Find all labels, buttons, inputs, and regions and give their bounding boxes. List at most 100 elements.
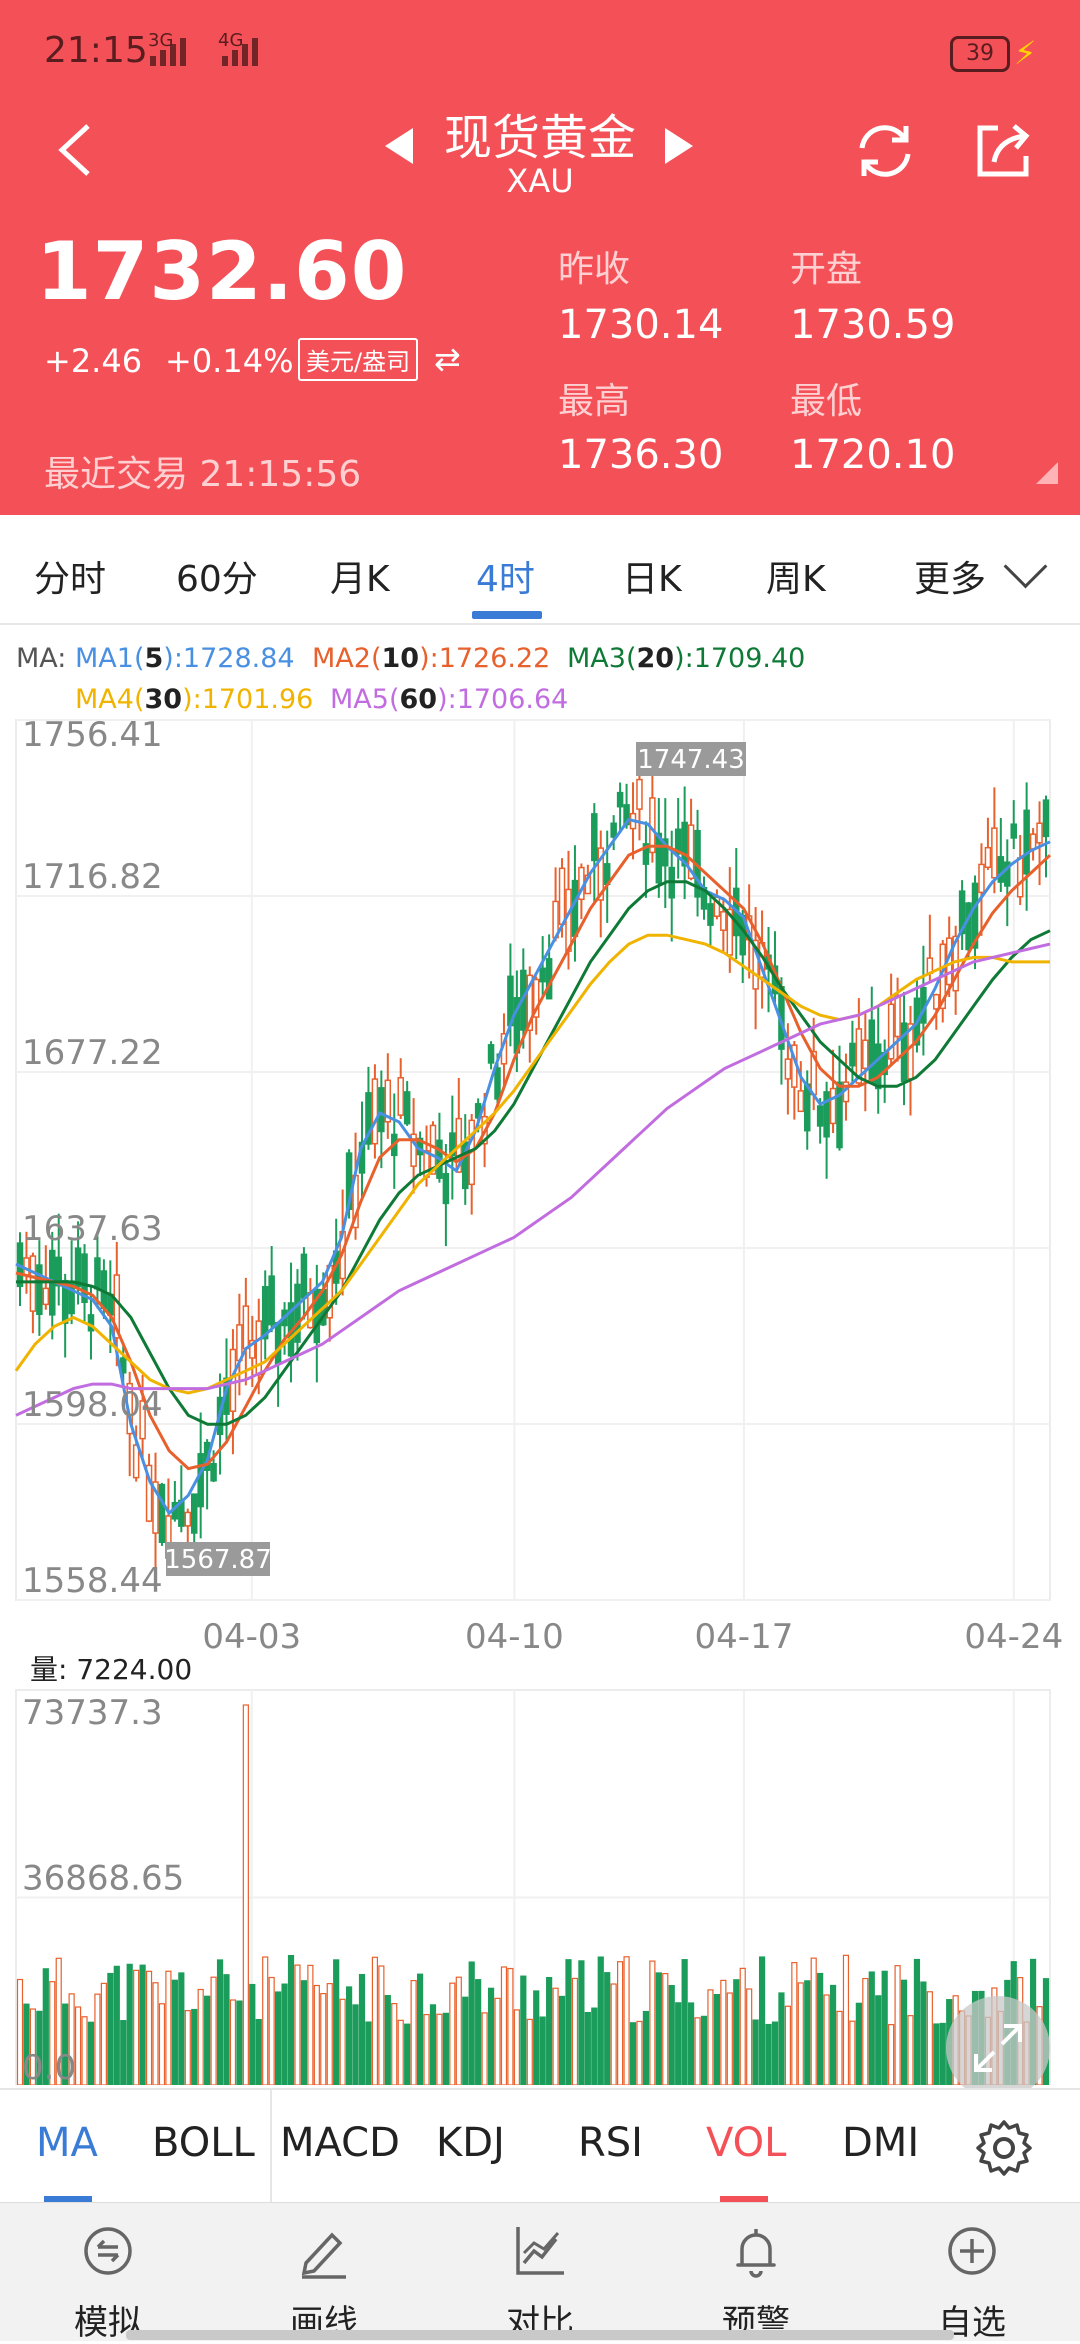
volume-bar <box>287 1954 295 2085</box>
volume-bar <box>675 2002 682 2085</box>
candle-body <box>158 1483 166 1543</box>
volume-bar <box>649 1960 656 2085</box>
volume-bar <box>842 1954 850 2085</box>
candle-body <box>597 847 605 901</box>
candle-body <box>836 1081 843 1149</box>
candle-body <box>36 1264 43 1316</box>
chevron-down-icon[interactable] <box>1003 544 1048 589</box>
volume-bar <box>694 2017 701 2085</box>
candle-body <box>874 1043 882 1090</box>
indicator-ma-underline <box>44 2196 92 2203</box>
nav-alert[interactable]: 预警 <box>648 2203 864 2343</box>
candle-body <box>1010 823 1017 839</box>
volume-chart[interactable]: 73737.3 36868.65 0.0 <box>0 1660 1080 2085</box>
candle-body <box>29 1255 37 1312</box>
y-tick-label: 1558.44 <box>22 1561 163 1601</box>
candle-body <box>752 939 759 990</box>
volume-bar <box>365 2021 372 2085</box>
candle-body <box>958 890 966 935</box>
low-value: 1720.10 <box>790 432 956 478</box>
open-value: 1730.59 <box>790 302 956 348</box>
candle-body <box>687 824 695 880</box>
candle-body <box>855 1028 863 1084</box>
indicator-ma[interactable]: MA <box>36 2120 98 2166</box>
volume-bar <box>475 1979 482 2085</box>
candle-body <box>190 1493 198 1534</box>
indicator-macd[interactable]: MACD <box>280 2120 400 2166</box>
volume-bar <box>900 1979 908 2085</box>
gear-icon[interactable] <box>974 2118 1034 2178</box>
volume-bar <box>94 1993 101 2085</box>
candle-body <box>655 832 663 884</box>
volume-bar <box>533 1990 540 2085</box>
volume-bar <box>913 1958 921 2085</box>
fullscreen-icon[interactable] <box>946 1996 1050 2100</box>
last-trade-time: 最近交易 21:15:56 <box>44 454 362 495</box>
indicator-boll[interactable]: BOLL <box>152 2120 255 2166</box>
indicator-vol[interactable]: VOL <box>706 2120 787 2166</box>
candle-body <box>720 911 727 931</box>
prev-instrument-icon[interactable] <box>385 128 413 164</box>
candle-body <box>487 1044 495 1064</box>
volume-bar <box>404 2023 411 2085</box>
indicator-rsi[interactable]: RSI <box>578 2120 643 2166</box>
volume-bar <box>307 1964 314 2085</box>
unit-badge[interactable]: 美元/盎司 <box>298 338 419 381</box>
tab-timeshare[interactable]: 分时 <box>34 559 107 600</box>
signal-icon <box>150 38 190 66</box>
nav-watchlist[interactable]: 自选 <box>864 2203 1080 2343</box>
candle-body <box>184 1511 192 1527</box>
candle-body <box>268 1275 275 1326</box>
open-label: 开盘 <box>790 249 863 290</box>
network-3g-label: 3G <box>148 30 174 51</box>
candle-body <box>894 995 901 1038</box>
candlestick-chart[interactable]: 1756.41 1716.82 1677.22 1637.63 1598.04 1558.… <box>0 700 1080 1660</box>
indicator-kdj[interactable]: KDJ <box>436 2120 505 2166</box>
volume-bar <box>171 1979 178 2085</box>
indicator-dmi[interactable]: DMI <box>842 2120 920 2166</box>
battery-icon: 39 <box>950 36 1010 72</box>
volume-tick-label: 0.0 <box>22 2048 76 2085</box>
share-icon[interactable] <box>970 118 1036 184</box>
high-value: 1736.30 <box>558 432 724 478</box>
back-arrow-icon[interactable] <box>48 120 108 180</box>
volume-bar <box>339 1998 346 2085</box>
candle-body <box>816 1105 824 1127</box>
nav-compare[interactable]: 对比 <box>432 2203 648 2343</box>
tab-4hour[interactable]: 4时 <box>476 559 535 600</box>
volume-bar <box>623 1956 630 2085</box>
volume-bar <box>300 1980 308 2085</box>
volume-frame <box>15 1689 1051 2085</box>
volume-bar <box>378 1965 385 2085</box>
volume-bar <box>145 1970 153 2085</box>
ma-line-1 <box>15 817 1051 1516</box>
candle-body <box>571 879 579 937</box>
nav-simulate[interactable]: 模拟 <box>0 2203 216 2343</box>
volume-bar <box>158 2003 166 2085</box>
volume-bar <box>236 2000 243 2085</box>
volume-bar <box>817 1972 824 2085</box>
volume-bar <box>107 1972 114 2085</box>
tab-month[interactable]: 月K <box>330 559 390 600</box>
x-tick-label: 04-03 <box>202 1617 301 1657</box>
volume-bar <box>797 1982 804 2085</box>
tab-day[interactable]: 日K <box>622 559 682 600</box>
swap-unit-icon[interactable]: ⇄ <box>434 340 461 378</box>
volume-bar <box>713 1994 721 2085</box>
expand-quote-corner-icon[interactable] <box>1036 462 1058 484</box>
refresh-icon[interactable] <box>852 118 918 184</box>
add-circle-icon <box>948 2227 996 2275</box>
next-instrument-icon[interactable] <box>665 128 693 164</box>
instrument-code: XAU <box>506 162 574 200</box>
tab-week[interactable]: 周K <box>766 559 826 600</box>
volume-bar <box>242 1704 249 2085</box>
nav-draw[interactable]: 画线 <box>216 2203 432 2343</box>
volume-bar <box>888 2024 895 2085</box>
volume-bar <box>752 2019 759 2085</box>
tab-60min[interactable]: 60分 <box>176 559 258 600</box>
tab-more[interactable]: 更多 <box>914 559 987 600</box>
candle-body <box>849 1042 856 1067</box>
indicator-divider <box>270 2090 272 2204</box>
volume-bar <box>500 1966 508 2085</box>
volume-bar <box>275 1991 282 2085</box>
